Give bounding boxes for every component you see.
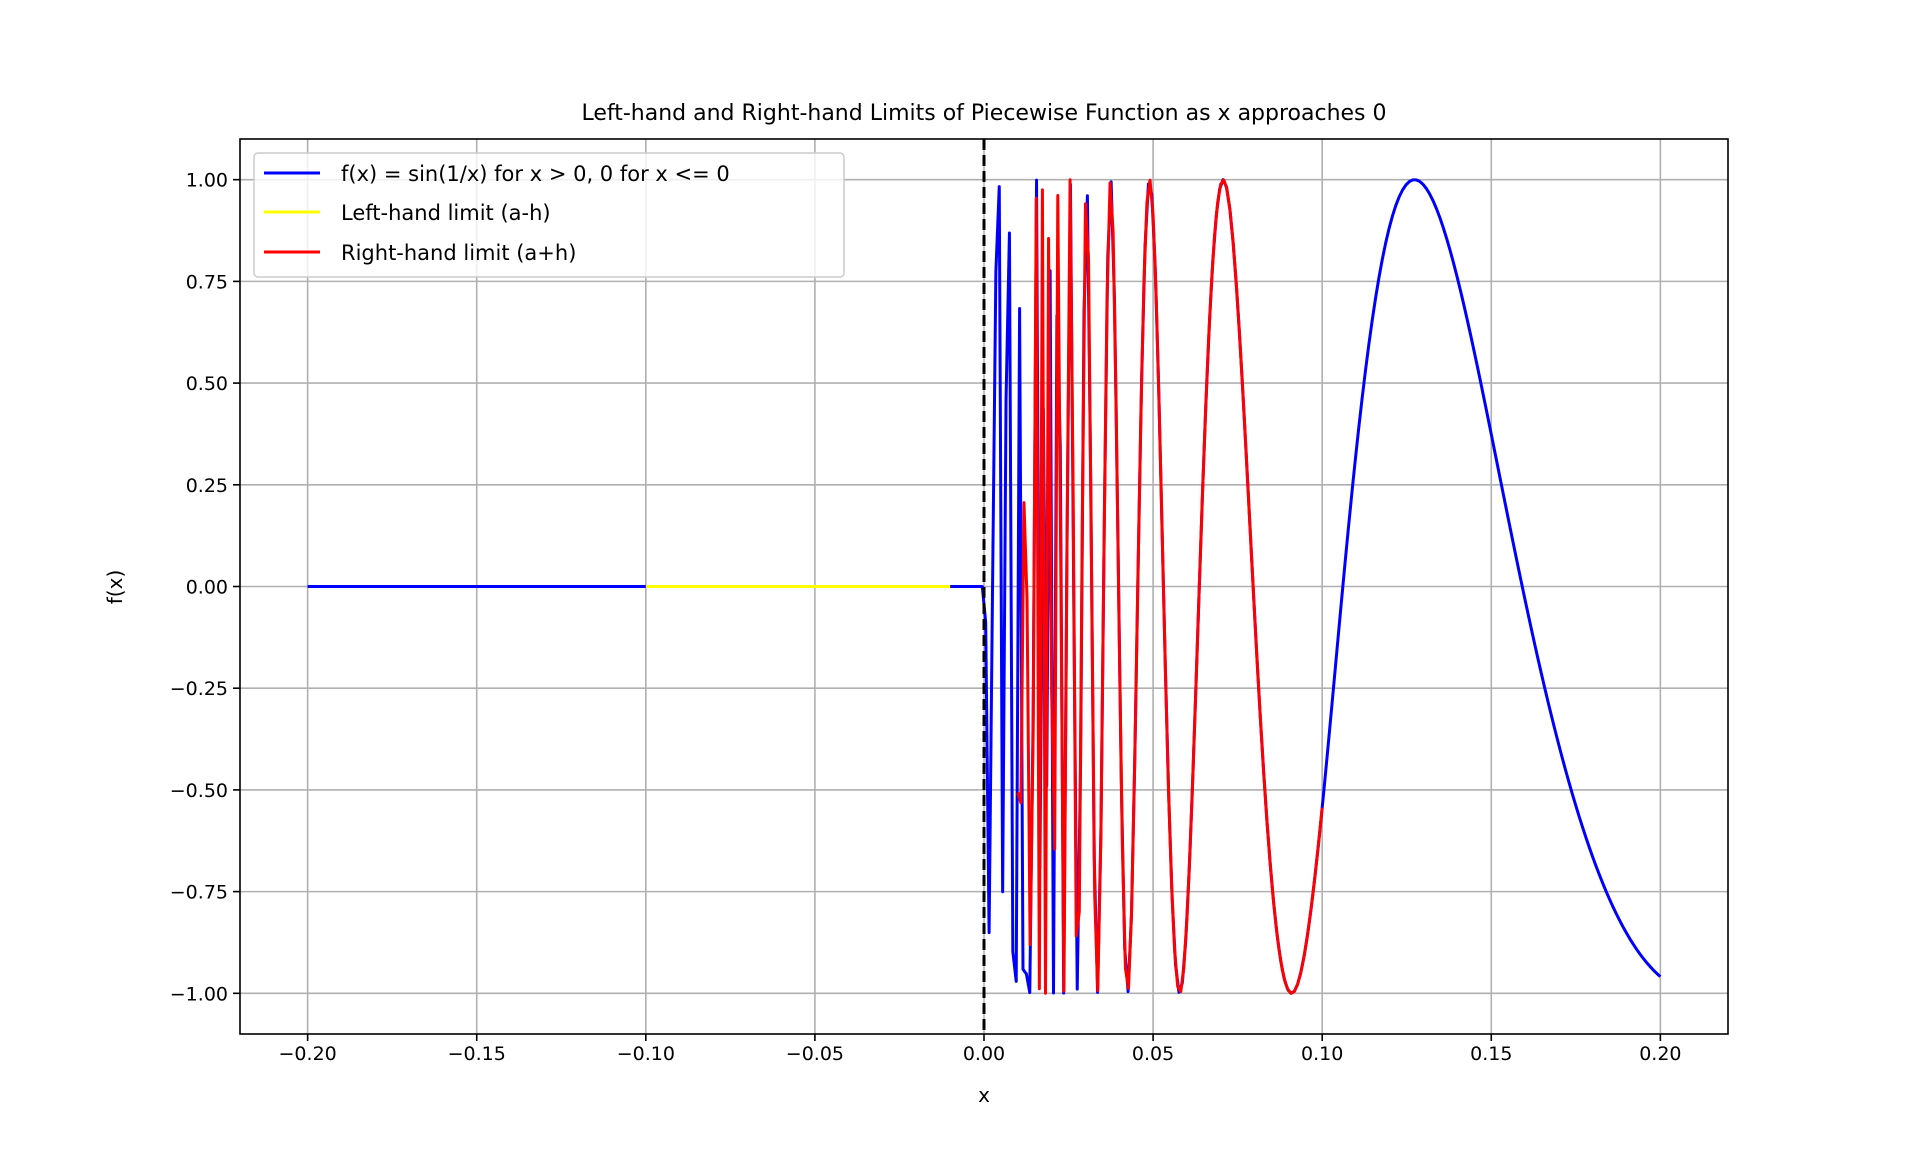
legend-label-right-limit: Right-hand limit (a+h) <box>341 241 576 265</box>
legend: f(x) = sin(1/x) for x > 0, 0 for x <= 0 … <box>253 152 845 278</box>
x-tick-label: −0.15 <box>448 1043 506 1065</box>
x-tick-label: 0.20 <box>1639 1043 1681 1065</box>
x-tick-label: 0.00 <box>963 1043 1005 1065</box>
y-tick-label: −1.00 <box>170 983 228 1005</box>
series-line-right-limit <box>1016 178 1324 995</box>
legend-box <box>253 152 845 278</box>
x-tick-label: −0.20 <box>279 1043 337 1065</box>
y-tick-label: −0.75 <box>170 882 228 904</box>
y-tick-label: 0.00 <box>186 577 228 599</box>
legend-label-left-limit: Left-hand limit (a-h) <box>341 201 551 225</box>
y-tick-label: 1.00 <box>186 170 228 192</box>
x-tick-label: 0.10 <box>1301 1043 1343 1065</box>
x-tick-label: −0.10 <box>617 1043 675 1065</box>
y-axis-label: f(x) <box>103 570 127 604</box>
y-tick-label: −0.25 <box>170 678 228 700</box>
x-tick-label: −0.05 <box>786 1043 844 1065</box>
x-axis-label: x <box>978 1083 990 1107</box>
chart-title: Left-hand and Right-hand Limits of Piece… <box>581 101 1386 126</box>
y-tick-label: 0.75 <box>186 271 228 293</box>
x-axis-ticks: −0.20 −0.15 −0.10 −0.05 0.00 0.05 0.10 0.15 0.20 <box>279 1034 1682 1065</box>
x-tick-label: 0.05 <box>1132 1043 1174 1065</box>
y-tick-label: 0.50 <box>186 373 228 395</box>
y-tick-label: −0.50 <box>170 780 228 802</box>
legend-label-function: f(x) = sin(1/x) for x > 0, 0 for x <= 0 <box>341 162 730 186</box>
x-tick-label: 0.15 <box>1470 1043 1512 1065</box>
series-lines <box>307 139 1662 1034</box>
y-axis-ticks: 1.00 0.75 0.50 0.25 0.00 −0.25 −0.50 −0.75 −1.00 <box>170 170 240 1005</box>
y-tick-label: 0.25 <box>186 475 228 497</box>
